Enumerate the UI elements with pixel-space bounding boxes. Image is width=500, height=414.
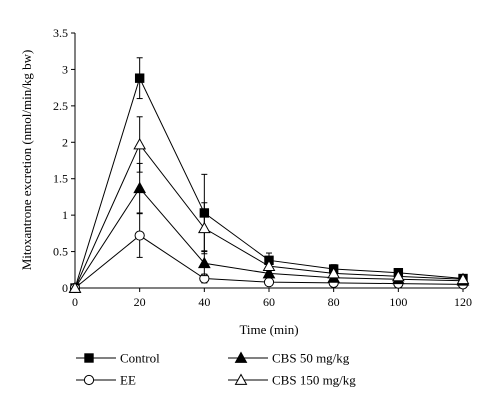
series-3 xyxy=(68,162,470,293)
axes: 0 0.5 1 1.5 2 2.5 3 3.5 0 20 40 60 80 100 120 xyxy=(53,26,472,309)
legend-label: Control xyxy=(120,351,160,366)
legend-marker xyxy=(234,351,248,363)
data-point xyxy=(262,259,276,272)
data-point xyxy=(133,181,147,194)
y-tick-label: 2.5 xyxy=(53,99,68,113)
legend: Control EE CBS 50 mg/kg CBS 150 mg/kg xyxy=(76,351,356,388)
x-tick-label: 120 xyxy=(454,295,472,309)
series-layer xyxy=(68,57,470,294)
y-tick-label: 1.5 xyxy=(53,172,68,186)
x-tick-label: 100 xyxy=(389,295,407,309)
data-point xyxy=(197,221,211,234)
data-point xyxy=(133,137,147,150)
y-tick-label: 3.5 xyxy=(53,26,68,40)
y-tick-label: 0.5 xyxy=(53,245,68,259)
data-point xyxy=(68,281,82,293)
series-1 xyxy=(70,57,468,293)
x-tick-label: 40 xyxy=(198,295,210,309)
y-tick-label: 3 xyxy=(62,62,68,76)
legend-label: CBS 150 mg/kg xyxy=(272,373,356,388)
series-4 xyxy=(68,116,470,293)
x-tick-label: 20 xyxy=(134,295,146,309)
x-tick-label: 0 xyxy=(72,295,78,309)
legend-label: EE xyxy=(120,373,136,388)
data-point xyxy=(391,269,405,282)
data-point xyxy=(456,272,470,285)
y-tick-label: 1 xyxy=(62,208,68,222)
data-point xyxy=(263,277,275,288)
data-point xyxy=(134,230,145,241)
legend-entry: CBS 150 mg/kg xyxy=(228,373,356,388)
legend-label: CBS 50 mg/kg xyxy=(272,351,350,366)
x-axis-label: Time (min) xyxy=(239,322,298,337)
legend-entry: CBS 50 mg/kg xyxy=(228,351,350,366)
y-axis-label: Mitoxantrone excretion (nmol/min/kg bw) xyxy=(19,50,34,271)
data-point xyxy=(134,73,145,83)
legend-marker xyxy=(234,373,248,385)
legend-entry: EE xyxy=(76,373,136,388)
y-tick-label: 2 xyxy=(62,135,68,149)
data-point xyxy=(197,256,211,269)
data-point xyxy=(327,266,341,279)
legend-marker xyxy=(83,374,95,386)
data-point xyxy=(262,266,276,279)
x-tick-label: 80 xyxy=(328,295,340,309)
legend-marker xyxy=(84,353,94,363)
x-tick-label: 60 xyxy=(263,295,275,309)
legend-entry: Control xyxy=(76,351,160,366)
y-tick-label: 0 xyxy=(62,281,68,295)
